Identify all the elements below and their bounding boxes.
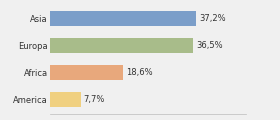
Text: 7,7%: 7,7% xyxy=(84,95,105,104)
Bar xyxy=(50,65,123,80)
Bar xyxy=(50,11,196,26)
Text: 18,6%: 18,6% xyxy=(127,68,153,77)
Bar xyxy=(50,92,81,107)
Text: 36,5%: 36,5% xyxy=(197,41,223,50)
Text: 37,2%: 37,2% xyxy=(199,14,226,23)
Bar xyxy=(50,38,193,53)
